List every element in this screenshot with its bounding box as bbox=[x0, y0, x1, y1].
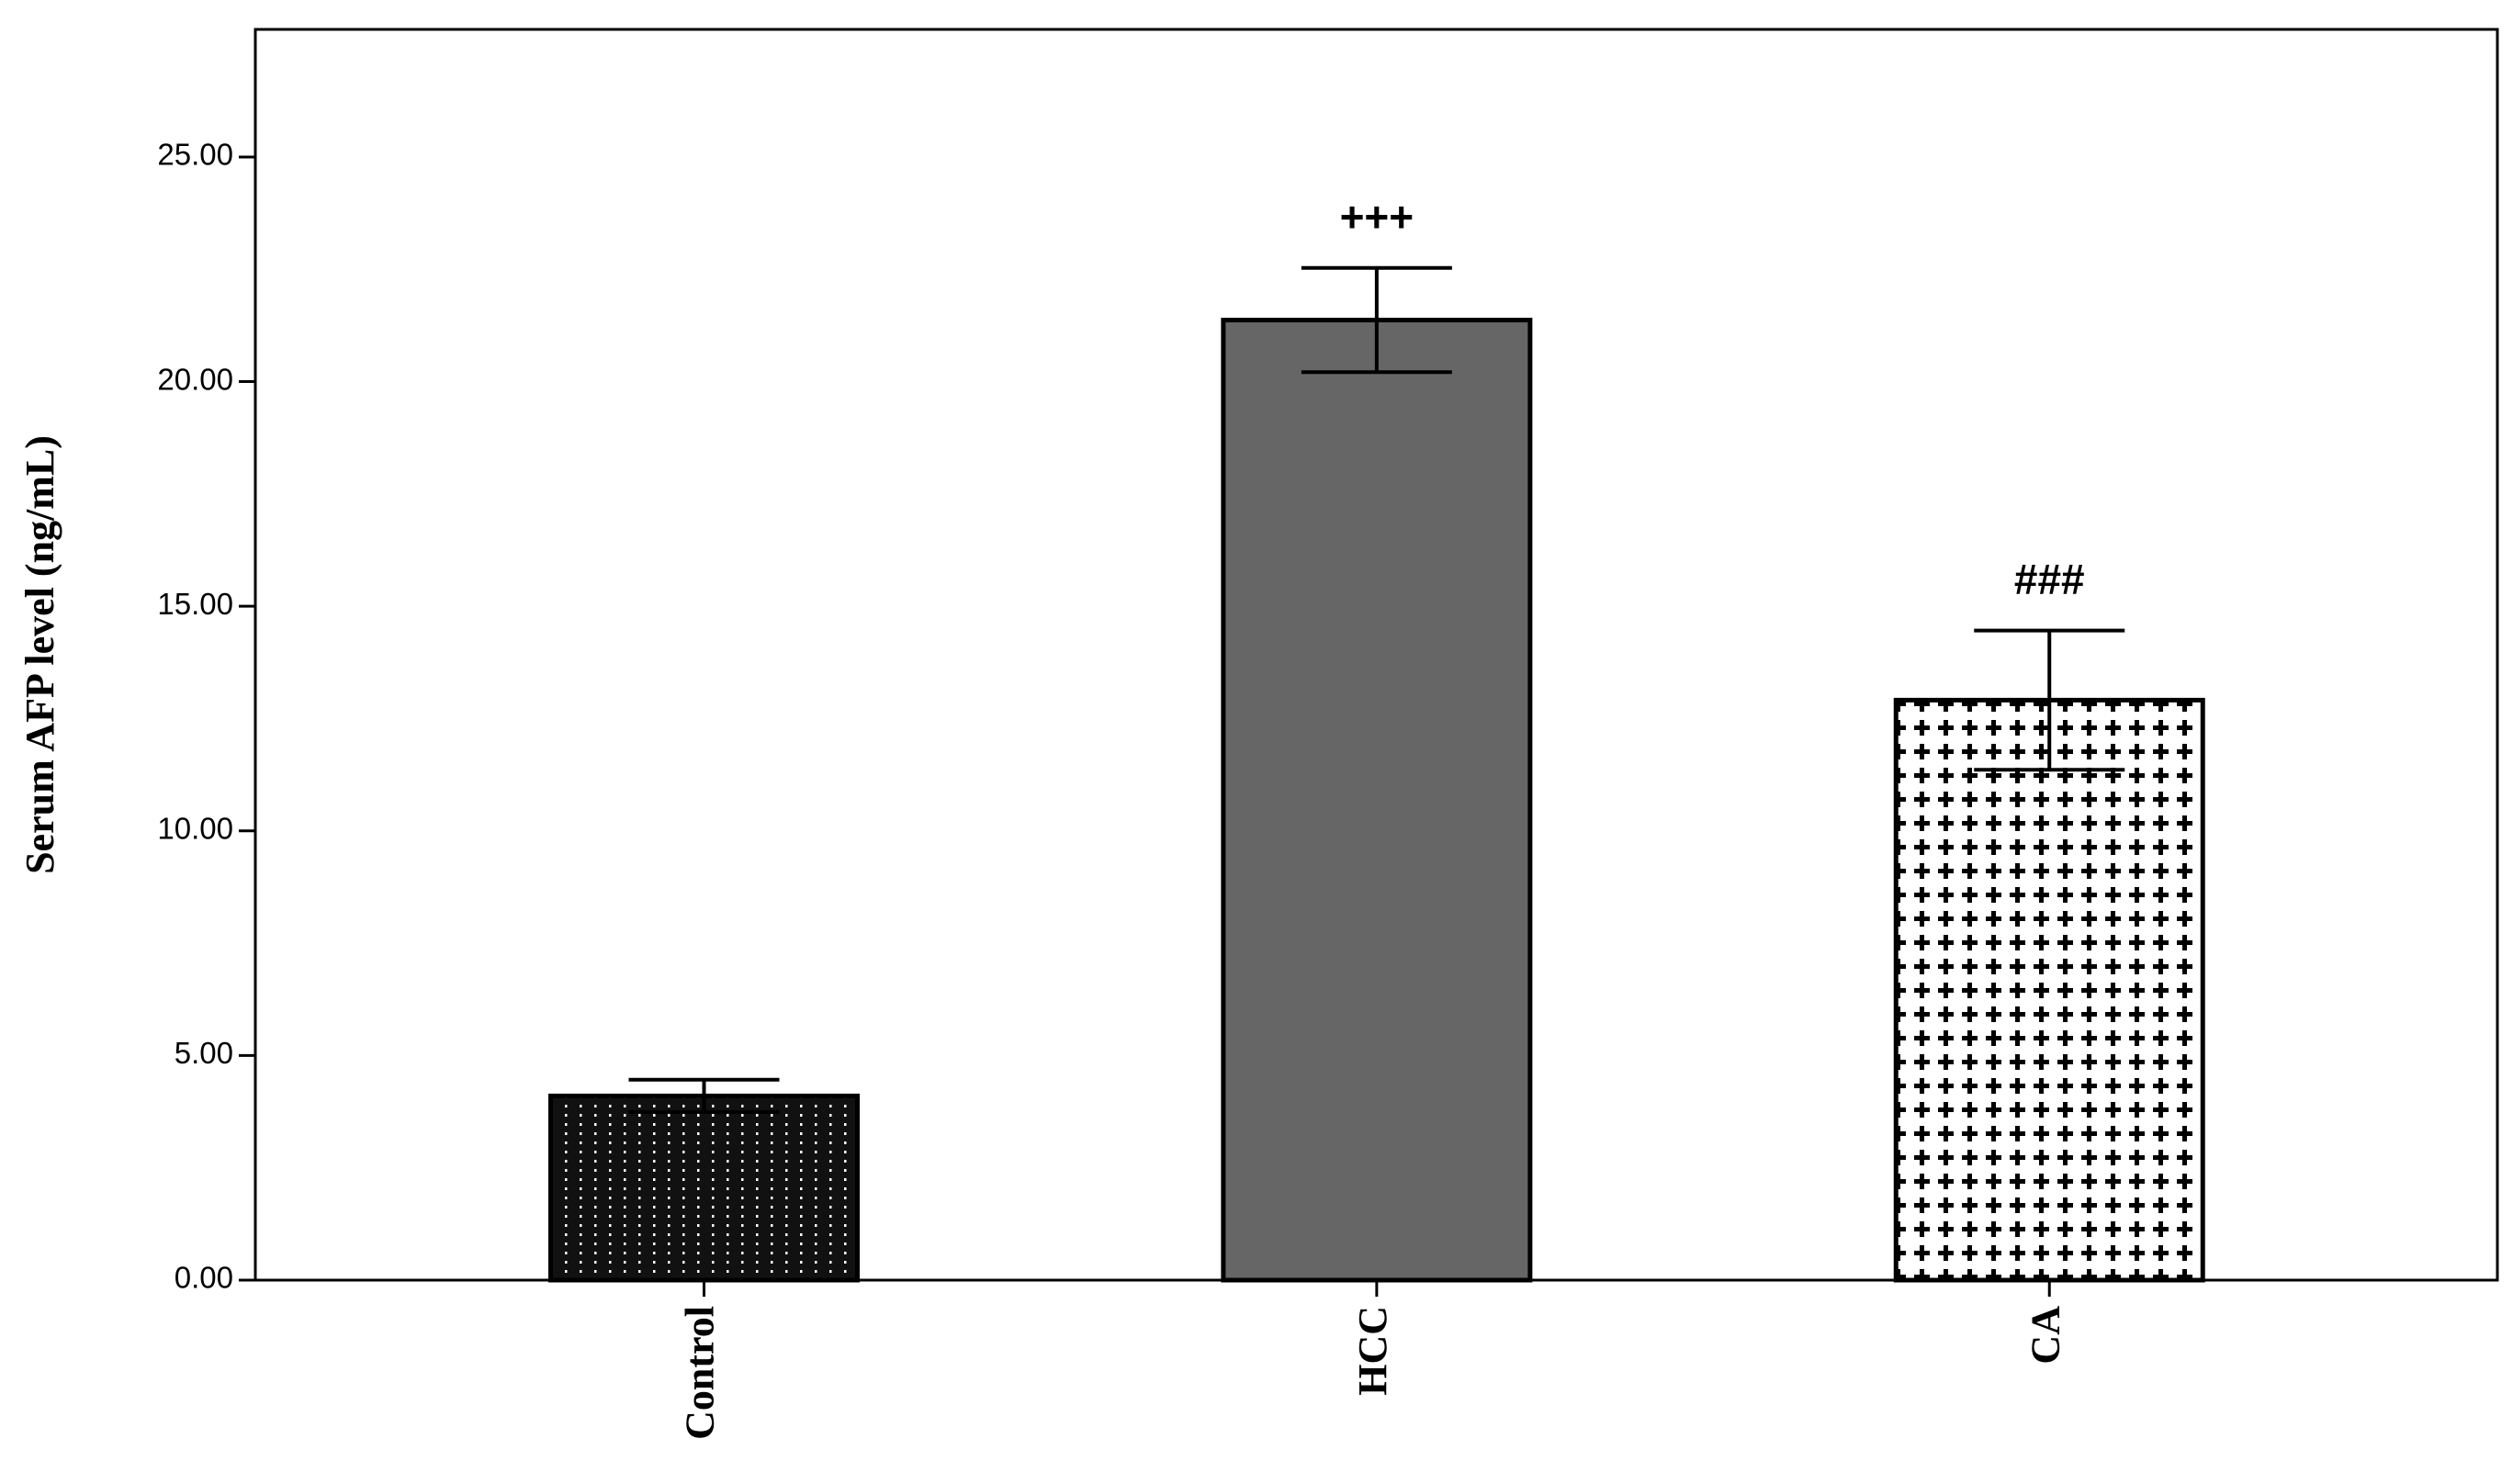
bar-annotation: ### bbox=[2014, 556, 2085, 603]
bar-annotation: +++ bbox=[1340, 193, 1414, 241]
y-tick-label: 5.00 bbox=[175, 1036, 233, 1070]
y-tick-label: 25.00 bbox=[157, 138, 233, 172]
bar bbox=[1893, 697, 2205, 1283]
y-tick-label: 10.00 bbox=[157, 811, 233, 845]
bar bbox=[1221, 318, 1533, 1283]
y-tick-label: 15.00 bbox=[157, 587, 233, 621]
y-tick-label: 0.00 bbox=[175, 1261, 233, 1295]
y-tick-label: 20.00 bbox=[157, 362, 233, 396]
bar bbox=[547, 1093, 860, 1283]
x-tick-label: CA bbox=[2023, 1306, 2068, 1365]
y-axis-label: Serum AFP level (ng/mL) bbox=[17, 435, 62, 874]
x-tick-label: Control bbox=[678, 1306, 723, 1440]
x-tick-label: HCC bbox=[1350, 1306, 1395, 1396]
